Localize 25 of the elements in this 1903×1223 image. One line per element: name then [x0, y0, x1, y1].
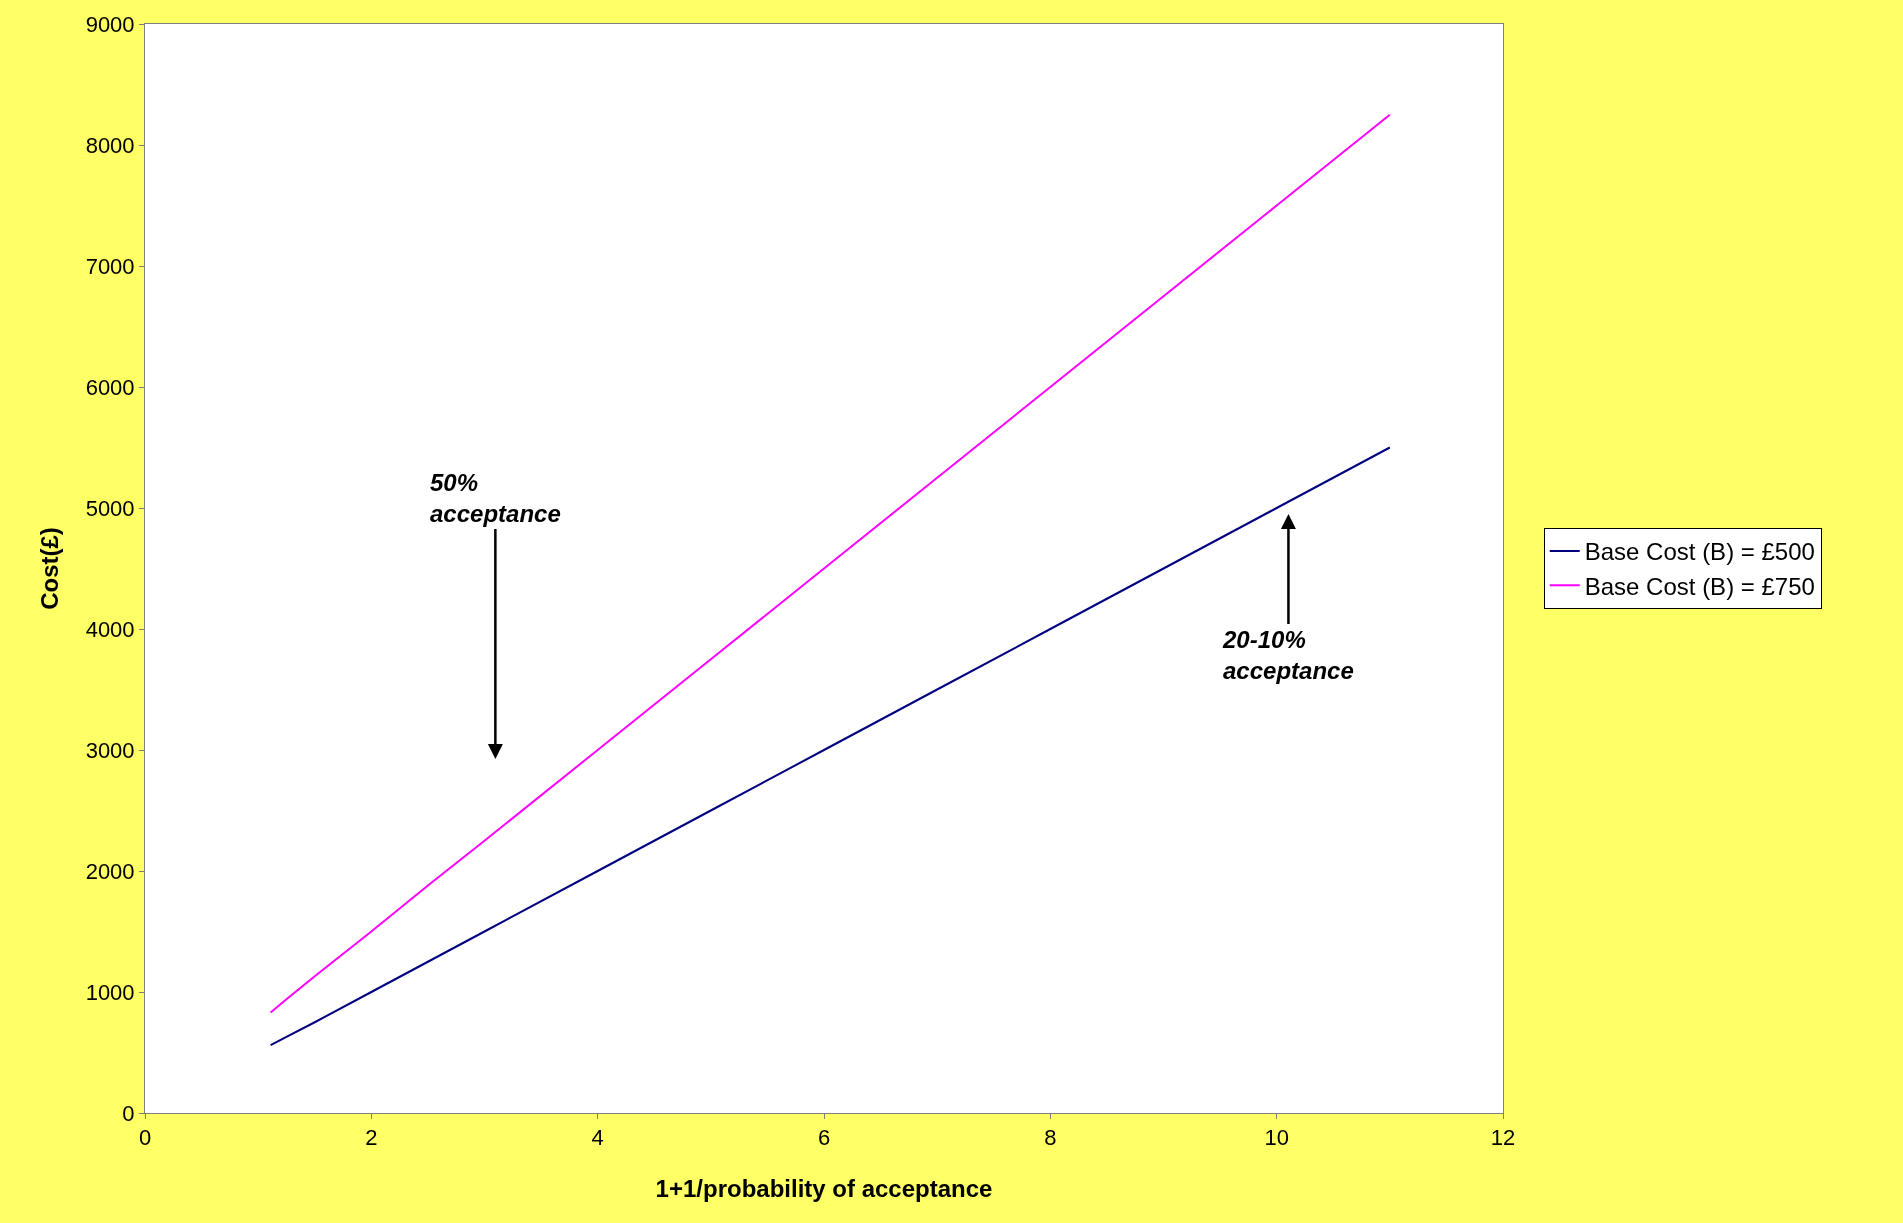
x-tick-label: 2 [365, 1125, 378, 1151]
y-tick-label: 9000 [85, 11, 135, 37]
legend-label: Base Cost (B) = £750 [1584, 572, 1815, 600]
x-tick-label: 4 [591, 1125, 604, 1151]
y-tick-label: 7000 [85, 253, 135, 279]
y-tick-label: 2000 [85, 858, 135, 884]
y-tick-label: 1000 [85, 979, 135, 1005]
x-tick-label: 6 [817, 1125, 831, 1151]
legend-label: Base Cost (B) = £500 [1584, 538, 1815, 566]
y-tick-label: 6000 [85, 374, 135, 400]
x-tick-label: 8 [1044, 1125, 1057, 1151]
y-tick-label: 4000 [85, 616, 135, 642]
annotation: 50% acceptance [430, 469, 561, 528]
line-series [269, 113, 1391, 1014]
y-axis-title: Cost(£) [35, 527, 63, 610]
x-axis-title: 1+1/probability of acceptance [655, 1174, 993, 1202]
annotation: 20-10% acceptance [1222, 626, 1354, 685]
y-tick-label: 5000 [85, 495, 135, 521]
x-tick-label: 12 [1490, 1125, 1516, 1151]
line-series [269, 446, 1391, 1047]
y-tick-label: 0 [122, 1100, 135, 1126]
y-tick-label: 3000 [85, 737, 135, 763]
x-tick-label: 10 [1264, 1125, 1289, 1151]
y-tick-label: 8000 [85, 132, 135, 158]
x-tick-label: 0 [138, 1125, 152, 1151]
